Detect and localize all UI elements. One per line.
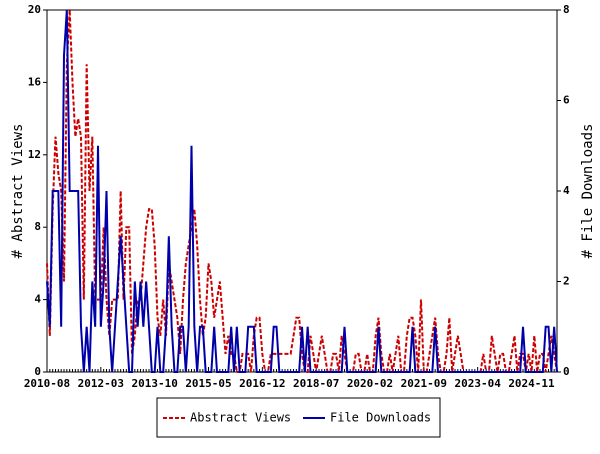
y-axis-label: # Abstract Views — [10, 124, 26, 259]
plot-frame — [46, 9, 558, 373]
x-tick-label: 2013-10 — [131, 377, 177, 390]
x-tick-label: 2012-03 — [78, 377, 124, 390]
legend-label: Abstract Views — [190, 411, 291, 425]
x-tick-label: 2021-09 — [401, 377, 447, 390]
x-tick-label: 2020-02 — [347, 377, 393, 390]
legend-box — [156, 397, 441, 438]
y2-axis-label: # File Downloads — [580, 124, 596, 259]
x-tick-label: 2010-08 — [24, 377, 70, 390]
y-tick-label: 12 — [28, 148, 41, 161]
series-line — [46, 9, 558, 373]
legend-label: File Downloads — [330, 411, 431, 425]
x-tick-label: 2023-04 — [454, 377, 501, 390]
x-tick-label: 2015-05 — [185, 377, 231, 390]
y-tick-label: 16 — [28, 75, 42, 88]
y-tick-label: 20 — [28, 3, 41, 16]
y2-tick-label: 8 — [563, 3, 570, 16]
series-line — [46, 9, 558, 373]
y-tick-label: 0 — [34, 365, 41, 378]
y2-tick-label: 4 — [563, 184, 570, 197]
y2-tick-label: 2 — [563, 275, 570, 288]
y2-tick-label: 0 — [563, 365, 570, 378]
x-tick-label: 2024-11 — [508, 377, 555, 390]
y2-tick-label: 6 — [563, 94, 570, 107]
x-tick-label: 2018-07 — [293, 377, 339, 390]
x-tick-label: 2016-12 — [239, 377, 285, 390]
y-tick-label: 4 — [34, 293, 41, 306]
y-tick-label: 8 — [34, 220, 41, 233]
